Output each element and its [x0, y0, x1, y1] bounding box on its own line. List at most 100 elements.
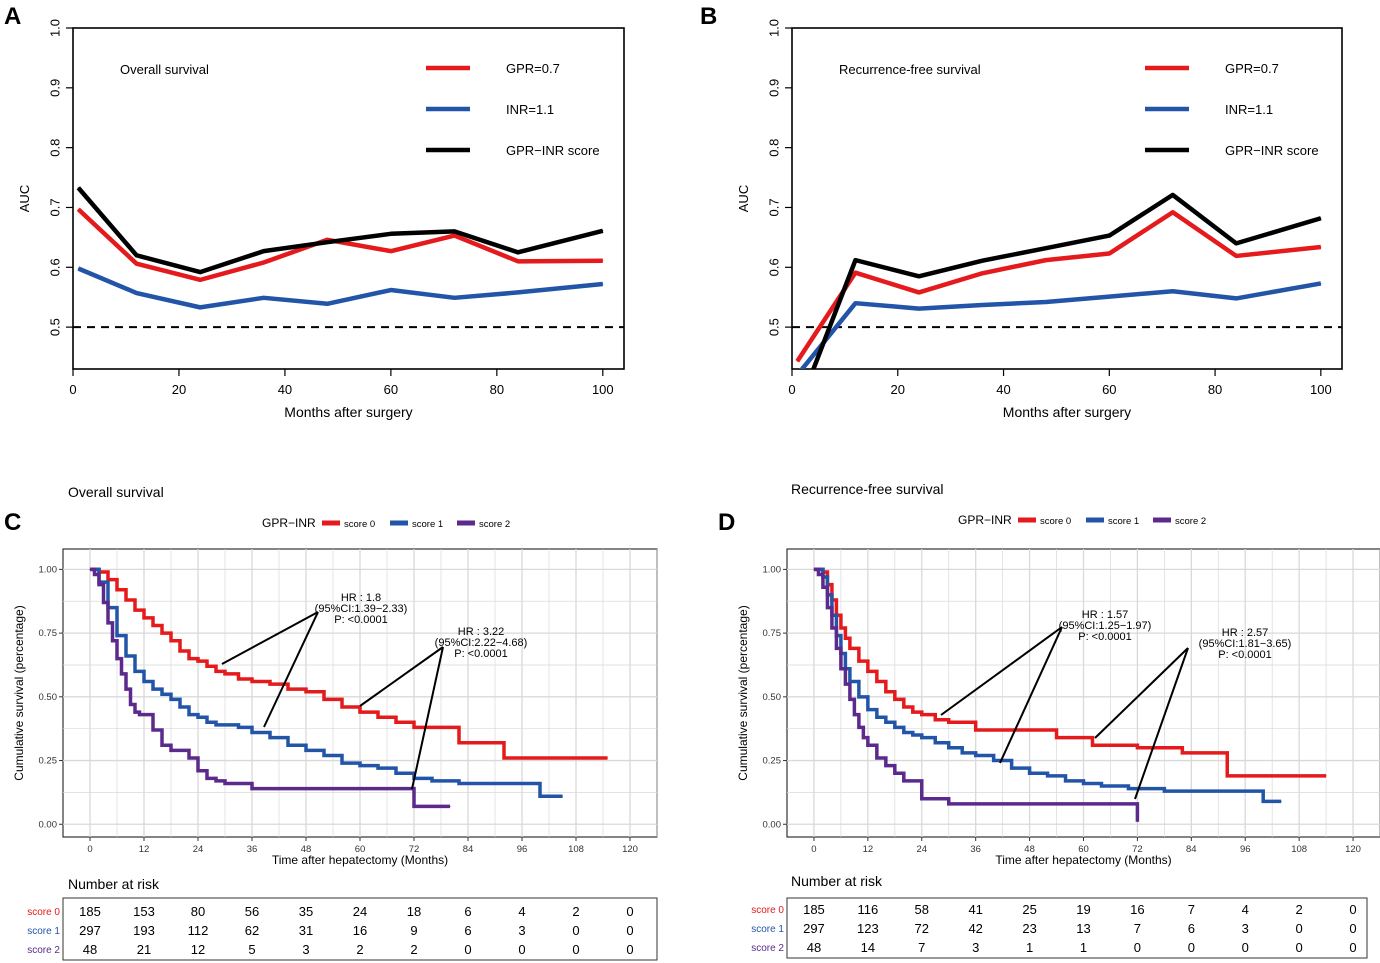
event-point-s2 [835, 647, 837, 649]
event-point-s0 [359, 711, 361, 713]
risk-count: 41 [968, 902, 982, 917]
legend-label: score 0 [344, 519, 375, 530]
risk-row-label-s2: score 2 [751, 943, 784, 954]
series-line-inr [77, 266, 604, 310]
event-point-s1 [1127, 788, 1129, 790]
data-point-gpr [390, 250, 392, 252]
hr-annotation-line: P: <0.0001 [334, 614, 388, 626]
data-point-score [326, 241, 328, 243]
risk-count: 0 [1188, 940, 1195, 955]
risk-table-title: Number at risk [791, 873, 883, 889]
event-point-s0 [323, 698, 325, 700]
x-tick-label: 60 [355, 844, 366, 855]
event-point-s0 [107, 579, 109, 581]
event-point-s0 [1029, 729, 1031, 731]
y-tick-label: 0.25 [39, 756, 58, 767]
data-point-inr [326, 303, 328, 305]
data-point-inr [77, 267, 79, 269]
x-tick-label: 60 [1102, 382, 1116, 397]
event-point-s0 [134, 609, 136, 611]
event-point-s0 [934, 719, 936, 721]
risk-count: 0 [626, 923, 633, 938]
risk-count: 42 [968, 921, 982, 936]
y-tick-label: 0.5 [767, 318, 782, 336]
event-point-s2 [278, 788, 280, 790]
event-point-s0 [1056, 737, 1058, 739]
risk-count: 123 [857, 921, 879, 936]
event-point-s2 [112, 640, 113, 642]
event-point-s0 [125, 599, 127, 601]
x-tick-label: 12 [863, 844, 874, 855]
hr-annotation-line: (95%CI:2.22−4.68) [435, 637, 528, 649]
data-point-gpr [918, 291, 920, 293]
x-tick-label: 36 [247, 844, 258, 855]
chart-title: Overall survival [68, 484, 164, 500]
event-point-s1 [1280, 800, 1282, 802]
event-point-s1 [215, 724, 217, 726]
event-point-s0 [458, 742, 460, 744]
event-point-s2 [948, 803, 950, 805]
x-tick-label: 60 [384, 382, 398, 397]
risk-count: 297 [803, 921, 825, 936]
x-axis-label: Months after surgery [1003, 404, 1131, 420]
event-point-s2 [139, 714, 140, 716]
annotation-pointer [359, 646, 444, 707]
event-point-s2 [921, 798, 923, 800]
event-point-s1 [359, 765, 361, 767]
event-point-s2 [116, 658, 118, 660]
risk-count: 2 [1296, 902, 1303, 917]
data-point-inr [517, 291, 519, 293]
event-point-s1 [1029, 772, 1031, 774]
risk-row-label-s1: score 1 [27, 926, 60, 937]
risk-count: 193 [133, 923, 155, 938]
data-point-inr [602, 283, 604, 285]
event-point-s1 [287, 744, 289, 746]
event-point-s0 [894, 698, 896, 700]
event-point-s2 [858, 726, 860, 728]
y-tick-label: 0.9 [48, 79, 63, 97]
x-tick-label: 40 [996, 382, 1010, 397]
event-point-s0 [1217, 752, 1219, 754]
hr-annotation-line: HR : 1.57 [1082, 609, 1128, 621]
data-point-inr [854, 302, 856, 304]
event-point-s1 [961, 752, 963, 754]
legend-label: INR=1.1 [1225, 102, 1273, 117]
event-point-s2 [867, 744, 869, 746]
event-point-s2 [449, 805, 451, 807]
x-tick-label: 40 [278, 382, 292, 397]
y-tick-label: 1.00 [763, 564, 782, 575]
data-point-gpr [77, 208, 79, 210]
legend-label: INR=1.1 [506, 102, 554, 117]
event-point-s2 [822, 586, 824, 588]
event-point-s2 [1136, 821, 1138, 823]
event-point-s2 [103, 602, 104, 604]
data-point-inr [1108, 296, 1110, 298]
x-tick-label: 0 [69, 382, 76, 397]
risk-count: 62 [245, 923, 259, 938]
event-point-s1 [494, 782, 496, 784]
event-point-s2 [903, 780, 905, 782]
annotation-pointer [1094, 647, 1189, 739]
event-point-s1 [1217, 790, 1219, 792]
x-tick-label: 96 [1240, 844, 1251, 855]
risk-count: 297 [79, 923, 101, 938]
legend-label: score 1 [412, 519, 443, 530]
x-tick-label: 0 [788, 382, 795, 397]
event-point-s0 [215, 670, 217, 672]
event-point-s2 [831, 627, 833, 629]
event-point-s2 [197, 770, 199, 772]
event-point-s2 [161, 744, 163, 746]
event-point-s0 [912, 711, 914, 713]
data-point-score [1172, 194, 1174, 196]
hr-annotation-line: P: <0.0001 [1218, 649, 1272, 661]
y-tick-label: 1.0 [767, 19, 782, 37]
data-point-score [854, 259, 856, 261]
event-point-s0 [948, 721, 950, 723]
x-tick-label: 36 [970, 844, 981, 855]
y-tick-label: 0.50 [763, 692, 782, 703]
x-axis-label: Time after hepatectomy (Months) [995, 853, 1171, 867]
event-point-s2 [894, 772, 896, 774]
risk-count: 7 [1134, 921, 1141, 936]
event-point-s0 [170, 640, 172, 642]
data-point-score [1320, 217, 1322, 219]
